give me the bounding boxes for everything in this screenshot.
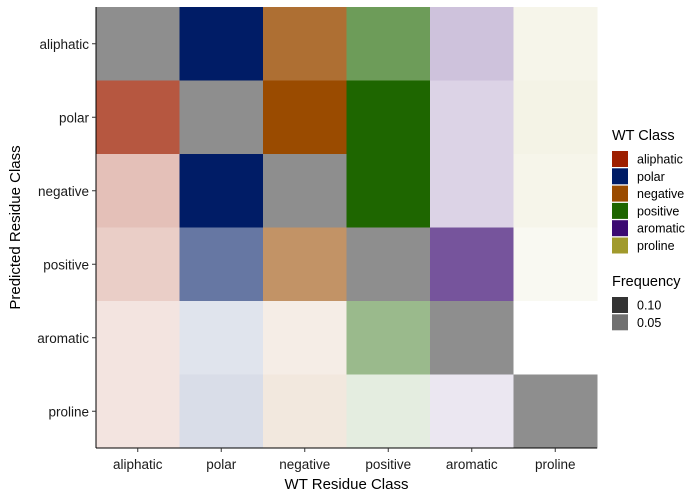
heatmap-cell-proline-to-aromatic xyxy=(513,301,598,375)
legend-wt-class-swatch-positive xyxy=(612,202,628,219)
heatmap-cell-aliphatic-to-aromatic xyxy=(96,301,180,375)
legend-wt-class-swatch-aromatic xyxy=(612,220,628,237)
heatmap-cell-polar-to-aromatic xyxy=(179,301,264,375)
heatmap-cell-aromatic-to-proline xyxy=(430,374,514,449)
y-tick-label-aliphatic: aliphatic xyxy=(39,37,89,52)
heatmap-cell-positive-to-aliphatic xyxy=(346,7,431,81)
legend-frequency-label-0.10: 0.10 xyxy=(637,299,661,313)
legend-wt-class-title: WT Class xyxy=(612,128,675,144)
legend-wt-class-swatch-negative xyxy=(612,185,628,202)
heatmap-cell-negative-to-positive xyxy=(263,227,347,302)
x-tick-label-aromatic: aromatic xyxy=(446,457,498,472)
heatmap-cell-negative-to-polar xyxy=(263,80,347,155)
y-tick-label-proline: proline xyxy=(48,404,89,419)
heatmap-cell-proline-to-negative xyxy=(513,154,598,228)
heatmap-cell-negative-to-proline xyxy=(263,374,347,449)
heatmap-cell-positive-to-polar xyxy=(346,80,431,155)
heatmap-cell-aliphatic-to-proline xyxy=(96,374,180,449)
heatmap-cell-aromatic-to-positive xyxy=(430,227,514,302)
heatmap-cell-proline-to-aliphatic xyxy=(513,7,598,81)
x-tick-label-aliphatic: aliphatic xyxy=(113,457,163,472)
heatmap-cell-aromatic-to-aromatic xyxy=(430,301,514,375)
legend-wt-class-swatch-proline xyxy=(612,237,628,254)
y-axis-title: Predicted Residue Class xyxy=(7,145,24,309)
heatmap-cell-polar-to-polar xyxy=(179,80,264,155)
heatmap-cell-aliphatic-to-negative xyxy=(96,154,180,228)
x-tick-label-negative: negative xyxy=(279,457,330,472)
y-tick-label-negative: negative xyxy=(38,184,89,199)
legend-frequency-swatch-0.10 xyxy=(612,297,628,313)
y-tick-label-polar: polar xyxy=(59,110,90,125)
legend-wt-class-label-negative: negative xyxy=(637,187,684,201)
legend-frequency-items: 0.10 0.05 xyxy=(612,297,661,331)
heatmap-cell-aromatic-to-aliphatic xyxy=(430,7,514,81)
heatmap-cell-aliphatic-to-polar xyxy=(96,80,180,155)
heatmap-cell-positive-to-proline xyxy=(346,374,431,449)
heatmap-cell-positive-to-positive xyxy=(346,227,431,302)
legend-frequency-title: Frequency xyxy=(612,274,681,290)
heatmap-cell-aliphatic-to-aliphatic xyxy=(96,7,180,81)
heatmap-cell-negative-to-negative xyxy=(263,154,347,228)
x-tick-label-positive: positive xyxy=(365,457,411,472)
legend-wt-class-label-positive: positive xyxy=(637,204,679,218)
y-tick-label-positive: positive xyxy=(43,257,89,272)
heatmap-cell-negative-to-aliphatic xyxy=(263,7,347,81)
heatmap-cell-proline-to-positive xyxy=(513,227,598,302)
legend-wt-class-items: aliphatic polar negative positive aromatic pr… xyxy=(612,151,685,254)
x-axis-title: WT Residue Class xyxy=(285,476,409,493)
x-tick-label-proline: proline xyxy=(535,457,576,472)
heatmap-cell-positive-to-aromatic xyxy=(346,301,431,375)
legend: WT Class Frequency aliphatic polar negativ… xyxy=(612,128,685,331)
heatmap-cell-polar-to-aliphatic xyxy=(179,7,264,81)
heatmap-cell-proline-to-proline xyxy=(513,374,598,449)
legend-frequency-swatch-0.05 xyxy=(612,314,628,331)
legend-wt-class-label-aliphatic: aliphatic xyxy=(637,153,683,167)
x-tick-label-polar: polar xyxy=(206,457,237,472)
heatmap-cell-aromatic-to-negative xyxy=(430,154,514,228)
heatmap-cell-aromatic-to-polar xyxy=(430,80,514,155)
axes xyxy=(95,7,597,449)
legend-wt-class-label-aromatic: aromatic xyxy=(637,222,685,236)
heatmap-cell-polar-to-positive xyxy=(179,227,264,302)
legend-wt-class-swatch-aliphatic xyxy=(612,151,628,167)
legend-wt-class-label-proline: proline xyxy=(637,239,675,253)
heatmap-cell-positive-to-negative xyxy=(346,154,431,228)
heatmap-cell-polar-to-negative xyxy=(179,154,264,228)
axis-ticks: aliphatic polar negative positive aromatic pr… xyxy=(37,37,575,472)
heatmap-cell-aliphatic-to-positive xyxy=(96,227,180,302)
heatmap-cell-polar-to-proline xyxy=(179,374,264,449)
heatmap-cell-proline-to-polar xyxy=(513,80,598,155)
legend-wt-class-swatch-polar xyxy=(612,168,628,185)
heatmap-cells xyxy=(96,7,598,449)
legend-wt-class-label-polar: polar xyxy=(637,170,665,184)
legend-frequency-label-0.05: 0.05 xyxy=(637,316,661,330)
heatmap-cell-negative-to-aromatic xyxy=(263,301,347,375)
y-tick-label-aromatic: aromatic xyxy=(37,331,89,346)
